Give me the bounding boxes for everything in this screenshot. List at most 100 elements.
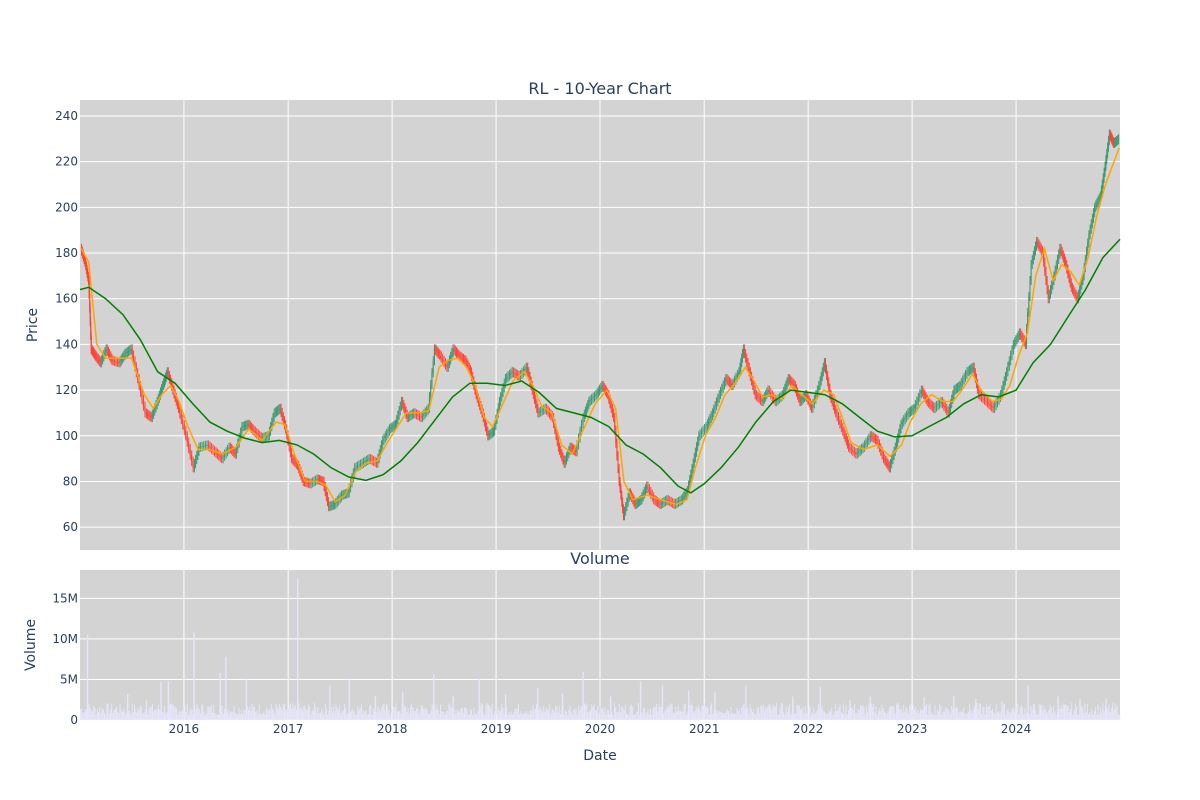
volume-bar: [891, 705, 893, 720]
candle-body: [1009, 355, 1012, 361]
candle-body: [992, 407, 994, 409]
volume-bar: [101, 708, 103, 720]
volume-bar: [248, 709, 249, 720]
candle-body: [129, 349, 131, 351]
volume-bar: [729, 713, 731, 720]
volume-bar: [861, 705, 863, 720]
candle-body: [346, 493, 348, 495]
volume-bar: [338, 710, 339, 720]
candle-body: [453, 348, 455, 351]
volume-bar: [383, 703, 385, 720]
candle-body: [1088, 234, 1090, 243]
volume-bar: [190, 708, 192, 720]
candle-body: [470, 371, 472, 377]
volume-bar: [183, 706, 185, 720]
volume-bar: [244, 710, 246, 720]
candle-body: [993, 405, 996, 409]
candle-body: [361, 463, 363, 465]
volume-bar: [888, 707, 890, 720]
volume-bar: [357, 706, 359, 720]
volume-bar: [293, 707, 295, 720]
candle-body: [767, 390, 769, 393]
volume-bar: [428, 714, 429, 720]
volume-bar: [585, 705, 587, 720]
volume-bar: [1044, 709, 1046, 720]
candle-body: [901, 422, 903, 425]
volume-bar: [380, 712, 381, 720]
candle-body: [402, 401, 404, 405]
volume-bar: [467, 714, 469, 720]
volume-bar: [332, 712, 333, 720]
candle-body: [793, 384, 795, 386]
volume-bar: [206, 713, 207, 720]
volume-bar: [204, 714, 206, 720]
volume-bar: [992, 708, 993, 720]
candle-body: [593, 396, 595, 398]
candle-body: [514, 372, 516, 374]
candle-body: [243, 425, 245, 427]
candle-body: [84, 259, 86, 263]
volume-bar: [803, 713, 805, 720]
candle-body: [1108, 134, 1110, 141]
candle-body: [643, 491, 645, 495]
candle-body: [820, 376, 822, 381]
candle-body: [283, 420, 285, 425]
candle-body: [398, 410, 400, 416]
candle-body: [443, 360, 445, 363]
volume-bar: [300, 707, 302, 720]
volume-bar: [677, 705, 679, 720]
volume-bar: [1043, 705, 1045, 720]
x-tick-label: 2024: [1001, 722, 1032, 736]
volume-bar: [568, 709, 570, 720]
candle-body: [340, 495, 342, 498]
volume-bar: [1089, 712, 1091, 720]
volume-bar: [675, 706, 677, 720]
volume-bar: [557, 712, 559, 720]
candle-body: [621, 495, 623, 503]
candle-body: [209, 446, 211, 448]
volume-bar: [1056, 711, 1058, 720]
volume-bar: [936, 709, 938, 720]
candle-body: [708, 421, 710, 424]
volume-bar: [875, 705, 877, 720]
candle-body: [281, 412, 283, 417]
volume-bar: [1047, 712, 1049, 720]
volume-bar: [482, 704, 483, 720]
volume-bar: [531, 711, 533, 720]
candle-body: [759, 398, 761, 401]
volume-bar: [260, 714, 261, 720]
volume-bar: [142, 713, 144, 720]
volume-bar: [522, 713, 524, 720]
volume-bar: [666, 705, 668, 720]
candle-body: [768, 390, 770, 393]
price-y-tick-label: 180: [55, 246, 78, 260]
candle-body: [1117, 139, 1119, 141]
volume-bar: [118, 713, 120, 720]
candle-body: [439, 354, 441, 356]
candle-body: [876, 439, 878, 441]
candle-body: [880, 447, 882, 452]
candle-body: [905, 415, 907, 418]
volume-bar: [657, 711, 659, 720]
volume-bar: [705, 706, 707, 720]
volume-bar: [274, 713, 276, 720]
volume-bar: [576, 714, 578, 720]
candle-body: [919, 393, 921, 398]
candle-body: [899, 428, 901, 434]
candle-body: [134, 360, 136, 367]
candle-body: [998, 397, 1000, 401]
volume-bar: [362, 713, 363, 720]
candle-body: [1109, 134, 1111, 137]
volume-bar: [542, 712, 543, 720]
volume-bar: [957, 708, 959, 720]
candle-body: [226, 449, 229, 452]
volume-bar: [910, 703, 912, 720]
volume-bar: [312, 709, 314, 720]
candle-body: [968, 370, 970, 371]
volume-bar: [508, 712, 510, 720]
volume-bar: [968, 711, 969, 720]
candle-body: [786, 381, 788, 386]
candle-body: [832, 401, 834, 406]
volume-bar: [454, 709, 456, 720]
